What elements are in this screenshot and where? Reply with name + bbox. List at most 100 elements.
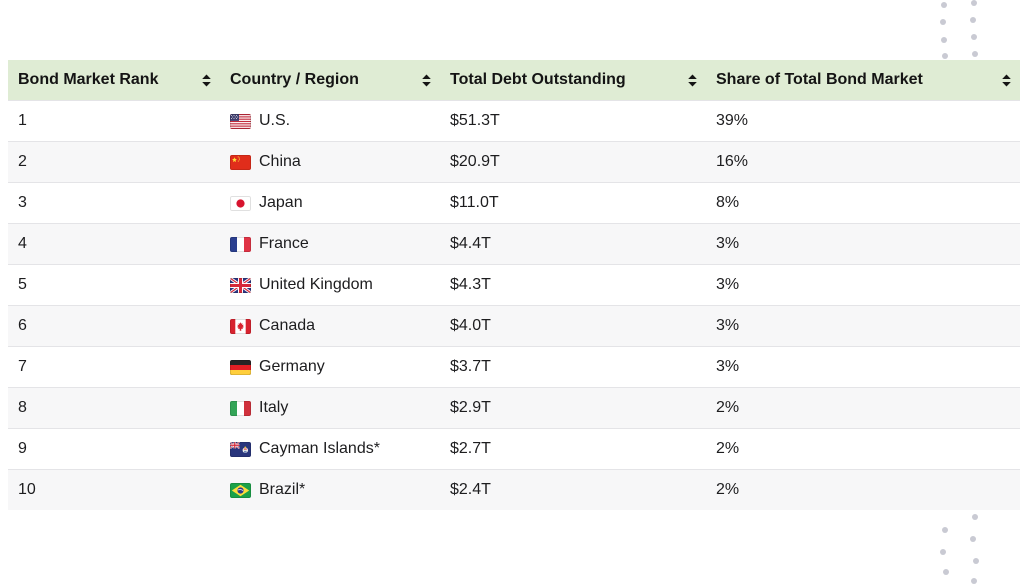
share-cell: 16% — [716, 153, 749, 170]
header-label: Share of Total Bond Market — [716, 71, 923, 88]
share-cell: 3% — [716, 358, 740, 375]
debt-cell: $4.4T — [450, 235, 491, 252]
rank-cell: 5 — [18, 276, 27, 293]
country-cell: Cayman Islands* — [220, 429, 440, 469]
decor-dot — [972, 51, 978, 57]
sort-updown-icon[interactable] — [421, 74, 432, 87]
rank-cell: 1 — [18, 112, 27, 129]
table-row: 8 Italy $2.9T 2% — [8, 387, 1020, 428]
decor-dot — [973, 558, 979, 564]
country-cell: Brazil* — [220, 470, 440, 510]
rank-cell: 2 — [18, 153, 27, 170]
decor-dot — [971, 578, 977, 584]
table-row: 3 Japan $11.0T 8% — [8, 182, 1020, 223]
decor-dot — [970, 536, 976, 542]
debt-cell: $4.0T — [450, 317, 491, 334]
table-row: 2 China $20.9T 16% — [8, 141, 1020, 182]
table-row: 1 U.S. $51.3T 39% — [8, 100, 1020, 141]
country-cell: Italy — [220, 388, 440, 428]
japan-flag-icon — [230, 195, 251, 211]
rank-cell: 7 — [18, 358, 27, 375]
france-flag-icon — [230, 236, 251, 252]
table-header-row: Bond Market Rank Country / Region Total … — [8, 60, 1020, 100]
debt-cell: $51.3T — [450, 112, 500, 129]
rank-cell: 3 — [18, 194, 27, 211]
share-cell: 8% — [716, 194, 740, 211]
italy-flag-icon — [230, 400, 251, 416]
share-cell: 2% — [716, 399, 740, 416]
country-cell: United Kingdom — [220, 265, 440, 305]
sort-updown-icon[interactable] — [1001, 74, 1012, 87]
header-label: Total Debt Outstanding — [450, 71, 626, 88]
country-cell: France — [220, 224, 440, 264]
decor-dot — [941, 2, 947, 8]
header-label: Country / Region — [230, 71, 359, 88]
debt-cell: $2.4T — [450, 481, 491, 498]
decor-dot — [943, 569, 949, 575]
table-row: 5 United Kingdom $4.3T 3% — [8, 264, 1020, 305]
decor-dot — [940, 549, 946, 555]
country-name: Germany — [259, 358, 325, 375]
rank-cell: 8 — [18, 399, 27, 416]
debt-cell: $20.9T — [450, 153, 500, 170]
us-flag-icon — [230, 113, 251, 129]
table-row: 6 Canada $4.0T 3% — [8, 305, 1020, 346]
table-row: 7 Germany $3.7T 3% — [8, 346, 1020, 387]
canada-flag-icon — [230, 318, 251, 334]
header-total-debt[interactable]: Total Debt Outstanding — [440, 60, 706, 100]
debt-cell: $11.0T — [450, 194, 499, 211]
rank-cell: 4 — [18, 235, 27, 252]
country-cell: Canada — [220, 306, 440, 346]
table-row: 9 Cayman Islands* $2.7T 2% — [8, 428, 1020, 469]
sort-updown-icon[interactable] — [201, 74, 212, 87]
decor-dot — [970, 17, 976, 23]
country-name: Canada — [259, 317, 316, 334]
bond-market-table: Bond Market Rank Country / Region Total … — [8, 60, 1020, 510]
table-row: 10 Brazil* $2.4T 2% — [8, 469, 1020, 510]
country-name: France — [259, 235, 309, 252]
cayman-islands-flag-icon — [230, 441, 251, 457]
country-name: U.S. — [259, 112, 291, 129]
share-cell: 2% — [716, 481, 740, 498]
share-cell: 39% — [716, 112, 749, 129]
share-cell: 3% — [716, 276, 740, 293]
country-name: Cayman Islands* — [259, 440, 380, 457]
decor-dot — [971, 0, 977, 6]
decor-dot — [972, 514, 978, 520]
header-country-region[interactable]: Country / Region — [220, 60, 440, 100]
debt-cell: $3.7T — [450, 358, 491, 375]
header-label: Bond Market Rank — [18, 71, 159, 88]
share-cell: 3% — [716, 317, 740, 334]
country-name: United Kingdom — [259, 276, 373, 293]
header-share-bond-market[interactable]: Share of Total Bond Market — [706, 60, 1020, 100]
country-name: China — [259, 153, 301, 170]
country-cell: Japan — [220, 183, 440, 223]
share-cell: 3% — [716, 235, 740, 252]
germany-flag-icon — [230, 359, 251, 375]
header-bond-market-rank[interactable]: Bond Market Rank — [8, 60, 220, 100]
brazil-flag-icon — [230, 482, 251, 498]
uk-flag-icon — [230, 277, 251, 293]
debt-cell: $2.9T — [450, 399, 491, 416]
china-flag-icon — [230, 154, 251, 170]
country-cell: China — [220, 142, 440, 182]
decor-dot — [941, 37, 947, 43]
debt-cell: $2.7T — [450, 440, 491, 457]
country-name: Italy — [259, 399, 289, 416]
country-cell: U.S. — [220, 101, 440, 141]
rank-cell: 6 — [18, 317, 27, 334]
country-cell: Germany — [220, 347, 440, 387]
country-name: Japan — [259, 194, 303, 211]
decor-dot — [942, 53, 948, 59]
table-row: 4 France $4.4T 3% — [8, 223, 1020, 264]
decor-dot — [942, 527, 948, 533]
share-cell: 2% — [716, 440, 740, 457]
debt-cell: $4.3T — [450, 276, 491, 293]
sort-updown-icon[interactable] — [687, 74, 698, 87]
rank-cell: 10 — [18, 481, 36, 498]
decor-dot — [940, 19, 946, 25]
decor-dot — [971, 34, 977, 40]
dot-pattern-bottom — [936, 510, 1024, 584]
country-name: Brazil* — [259, 481, 306, 498]
rank-cell: 9 — [18, 440, 27, 457]
